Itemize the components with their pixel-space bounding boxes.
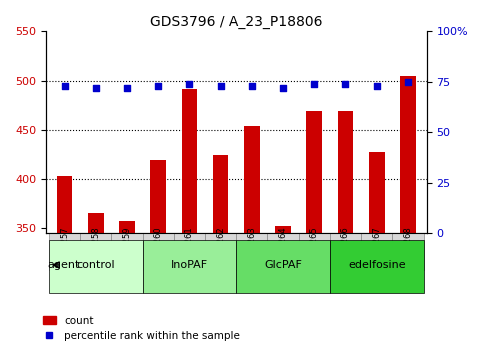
Text: GSM520266: GSM520266: [341, 226, 350, 277]
Bar: [275, 225, 291, 354]
FancyBboxPatch shape: [142, 233, 174, 270]
Text: edelfosine: edelfosine: [348, 260, 406, 270]
Point: [92, 85, 99, 91]
FancyBboxPatch shape: [49, 233, 80, 270]
Point: [217, 83, 225, 89]
Text: GSM520263: GSM520263: [247, 226, 256, 277]
Text: GSM520257: GSM520257: [60, 226, 69, 277]
Bar: [88, 213, 103, 354]
Text: GSM520268: GSM520268: [403, 226, 412, 277]
Text: GlcPAF: GlcPAF: [264, 260, 302, 270]
Text: GSM520261: GSM520261: [185, 226, 194, 277]
Point: [311, 81, 318, 87]
FancyBboxPatch shape: [205, 233, 236, 270]
Bar: [400, 76, 416, 354]
Bar: [57, 176, 72, 354]
FancyBboxPatch shape: [112, 233, 142, 270]
Point: [155, 83, 162, 89]
Text: agent: agent: [47, 260, 80, 270]
Text: InoPAF: InoPAF: [171, 260, 208, 270]
Point: [373, 83, 381, 89]
Text: GSM520264: GSM520264: [279, 226, 287, 277]
FancyBboxPatch shape: [361, 233, 392, 270]
FancyBboxPatch shape: [49, 240, 142, 293]
Bar: [369, 152, 384, 354]
FancyBboxPatch shape: [330, 233, 361, 270]
Text: GSM520267: GSM520267: [372, 226, 381, 277]
FancyBboxPatch shape: [298, 233, 330, 270]
FancyBboxPatch shape: [236, 240, 330, 293]
Point: [248, 83, 256, 89]
Bar: [307, 111, 322, 354]
Text: GSM520258: GSM520258: [91, 226, 100, 277]
Point: [123, 85, 131, 91]
Bar: [213, 155, 228, 354]
FancyBboxPatch shape: [268, 233, 298, 270]
Bar: [119, 221, 135, 354]
Point: [279, 85, 287, 91]
Point: [61, 83, 69, 89]
Point: [341, 81, 349, 87]
FancyBboxPatch shape: [174, 233, 205, 270]
Bar: [182, 88, 197, 354]
FancyBboxPatch shape: [80, 233, 112, 270]
Text: GSM520259: GSM520259: [123, 226, 131, 277]
Title: GDS3796 / A_23_P18806: GDS3796 / A_23_P18806: [150, 15, 323, 29]
FancyBboxPatch shape: [392, 233, 424, 270]
Point: [404, 79, 412, 85]
Bar: [338, 111, 353, 354]
FancyBboxPatch shape: [142, 240, 236, 293]
Point: [185, 81, 193, 87]
FancyBboxPatch shape: [236, 233, 268, 270]
FancyBboxPatch shape: [330, 240, 424, 293]
Text: control: control: [76, 260, 115, 270]
Legend: count, percentile rank within the sample: count, percentile rank within the sample: [39, 312, 244, 345]
Text: GSM520265: GSM520265: [310, 226, 319, 277]
Bar: [150, 160, 166, 354]
Text: GSM520260: GSM520260: [154, 226, 163, 277]
Text: GSM520262: GSM520262: [216, 226, 225, 277]
Bar: [244, 126, 260, 354]
